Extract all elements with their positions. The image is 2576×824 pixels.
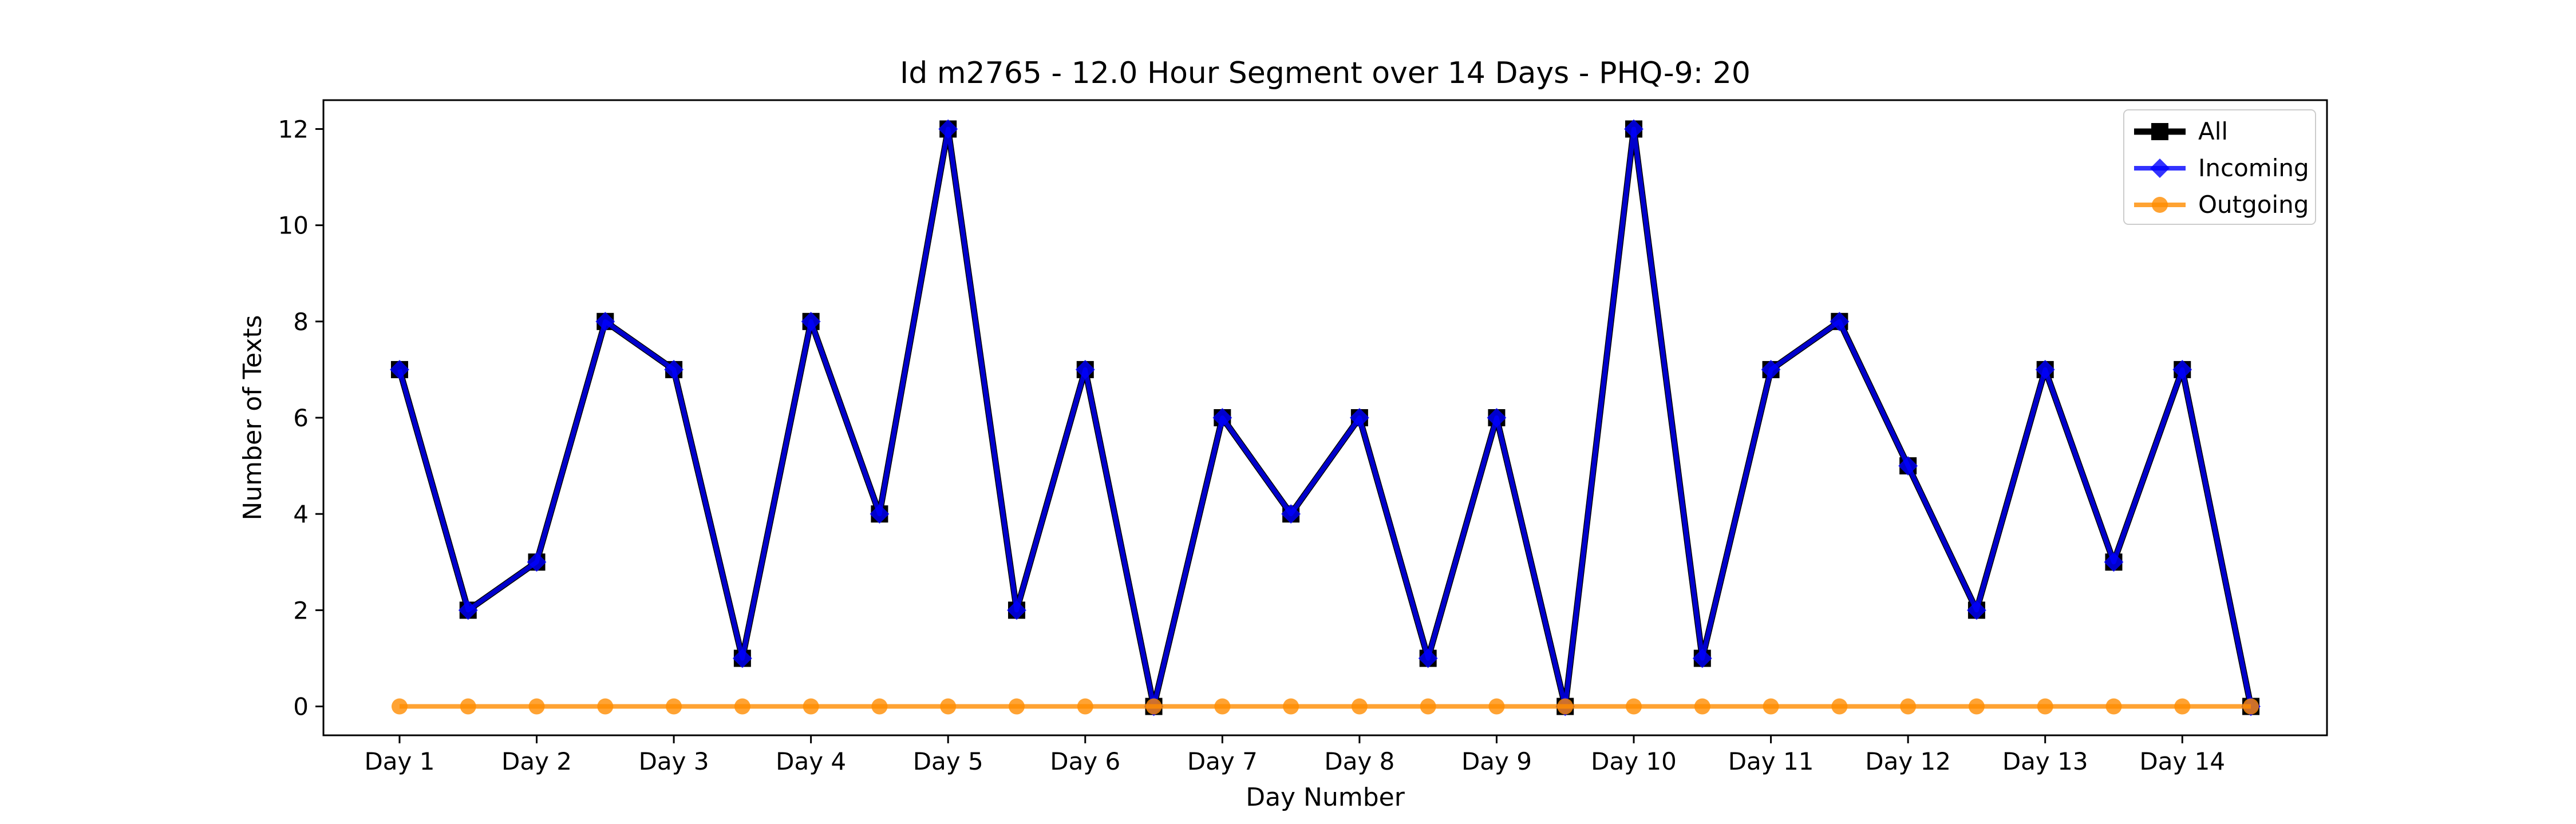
data-point-outgoing [1214,698,1231,715]
data-point-outgoing [940,698,957,715]
data-point-outgoing [1831,698,1848,715]
data-point-outgoing [734,698,750,715]
legend-label-outgoing: Outgoing [2198,191,2309,219]
x-tick-label: Day 12 [1865,747,1951,775]
data-point-incoming [2172,359,2192,379]
legend-marker-all [2151,123,2168,140]
data-point-outgoing [1968,698,1985,715]
axis-ticks: 0 2 4 6 8 10 12 Day 1 Day 2 Day 3 Day 4 Day 5 Day 6 D… [278,115,2226,775]
data-point-incoming [1487,408,1507,427]
data-point-incoming [1761,359,1781,379]
data-point-outgoing [1557,698,1574,715]
x-tick-label: Day 8 [1324,747,1394,775]
y-tick-label: 2 [293,596,309,624]
series-incoming [389,119,2261,716]
data-point-outgoing [1900,698,1917,715]
x-tick-label: Day 3 [639,747,709,775]
data-point-outgoing [1008,698,1025,715]
x-tick-label: Day 6 [1050,747,1120,775]
data-point-incoming [1830,311,1850,331]
data-point-incoming [732,648,752,668]
x-tick-label: Day 14 [2139,747,2225,775]
data-point-outgoing [871,698,888,715]
y-tick-label: 0 [293,693,309,721]
data-point-outgoing [1763,698,1779,715]
data-point-outgoing [460,698,476,715]
legend-marker-outgoing [2152,197,2168,213]
data-point-incoming [1075,359,1095,379]
data-point-outgoing [2243,698,2259,715]
data-point-incoming [2104,552,2124,572]
data-point-outgoing [1420,698,1436,715]
data-point-outgoing [2174,698,2191,715]
data-point-incoming [1966,600,1986,620]
data-point-incoming [527,552,547,572]
legend: All Incoming Outgoing [2123,109,2316,225]
x-tick-label: Day 11 [1728,747,1814,775]
legend-box [2123,109,2316,225]
data-point-incoming [870,504,890,524]
data-point-incoming [458,600,478,620]
data-point-incoming [1281,504,1301,524]
x-tick-label: Day 2 [501,747,572,775]
x-tick-label: Day 9 [1461,747,1532,775]
data-point-outgoing [1626,698,1642,715]
data-point-incoming [1898,456,1918,476]
y-tick-label: 4 [293,500,309,528]
data-point-outgoing [1283,698,1299,715]
data-point-outgoing [1077,698,1093,715]
y-axis-label: Number of Texts [238,315,267,520]
data-point-incoming [389,359,409,379]
series-outgoing [391,698,2259,715]
x-axis-label: Day Number [1246,783,1405,812]
data-point-outgoing [1351,698,1368,715]
data-point-outgoing [1488,698,1505,715]
plot-frame [322,99,2328,736]
data-point-outgoing [666,698,682,715]
y-tick-label: 8 [293,308,309,336]
data-point-outgoing [528,698,545,715]
data-point-outgoing [2105,698,2122,715]
x-tick-label: Day 7 [1187,747,1258,775]
y-tick-label: 10 [278,212,309,240]
chart-title: Id m2765 - 12.0 Hour Segment over 14 Day… [900,56,1751,90]
data-point-outgoing [1145,698,1162,715]
data-point-incoming [595,311,615,331]
legend-label-all: All [2198,117,2228,145]
x-tick-label: Day 5 [913,747,983,775]
legend-marker-incoming [2150,159,2170,178]
data-point-incoming [1212,408,1232,427]
x-tick-label: Day 1 [364,747,434,775]
y-tick-label: 6 [293,404,309,432]
data-point-outgoing [2037,698,2053,715]
series-line-incoming [397,126,2253,709]
data-point-incoming [1624,119,1644,139]
data-point-outgoing [597,698,614,715]
data-point-incoming [1692,648,1712,668]
data-point-incoming [938,119,958,139]
x-tick-label: Day 4 [776,747,846,775]
data-point-outgoing [1694,698,1710,715]
data-point-incoming [1418,648,1438,668]
data-point-incoming [1006,600,1026,620]
data-point-incoming [2035,359,2055,379]
data-point-outgoing [803,698,819,715]
data-point-incoming [801,311,821,331]
data-point-incoming [1349,408,1369,427]
series-layer [389,119,2261,716]
data-point-incoming [664,359,684,379]
legend-label-incoming: Incoming [2198,154,2309,182]
y-tick-label: 12 [278,115,309,143]
x-tick-label: Day 13 [2002,747,2088,775]
data-point-outgoing [391,698,408,715]
x-tick-label: Day 10 [1591,747,1677,775]
